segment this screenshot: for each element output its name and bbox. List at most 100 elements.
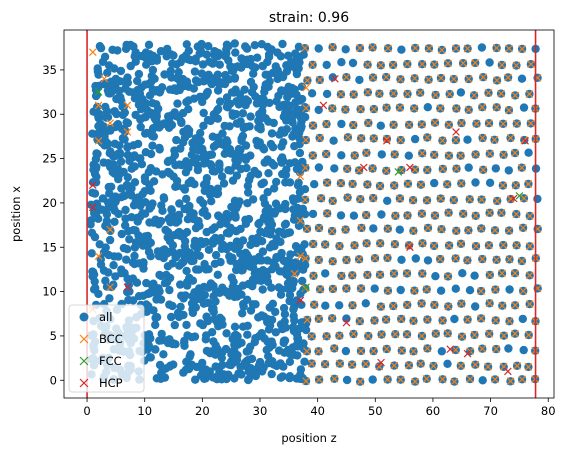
legend-marker-bcc: [79, 334, 89, 344]
all-point: [243, 321, 252, 330]
bcc-point: [465, 195, 474, 204]
all-point: [185, 352, 194, 361]
bcc-point: [369, 194, 378, 202]
all-point: [196, 128, 205, 138]
hcp-point: [463, 349, 472, 358]
all-point: [404, 151, 413, 160]
all-point: [443, 359, 452, 368]
all-point: [191, 375, 200, 384]
all-point: [291, 49, 300, 58]
all-point: [210, 314, 219, 324]
bcc-point: [470, 331, 479, 339]
all-point: [369, 224, 378, 233]
all-point: [161, 336, 171, 345]
bcc-point: [301, 196, 309, 204]
bcc-point: [437, 225, 446, 234]
all-point: [294, 194, 303, 203]
bcc-point: [390, 181, 399, 190]
bcc-point: [342, 73, 351, 82]
bcc-point: [349, 330, 358, 338]
bcc-point: [492, 255, 501, 264]
all-point: [182, 194, 191, 204]
bcc-point: [301, 44, 309, 52]
bcc-point: [459, 209, 467, 218]
hcp-point: [88, 203, 97, 212]
bcc-point: [472, 119, 481, 128]
all-point: [256, 227, 265, 236]
bcc-point: [362, 148, 371, 157]
bcc-point: [328, 43, 337, 52]
all-point: [136, 154, 145, 163]
bcc-point: [438, 375, 447, 384]
bcc-point: [410, 286, 419, 295]
all-point: [211, 341, 220, 350]
all-point: [224, 229, 234, 238]
bcc-point: [296, 216, 305, 225]
all-point: [289, 305, 298, 314]
all-point: [181, 168, 191, 177]
all-point: [94, 289, 103, 299]
bcc-point: [368, 43, 377, 52]
all-point: [212, 234, 221, 244]
all-point: [322, 60, 331, 70]
all-point: [191, 57, 200, 66]
bcc-point: [429, 362, 438, 370]
bcc-point: [94, 101, 103, 110]
bcc-point: [363, 271, 372, 279]
all-point: [411, 254, 420, 263]
bcc-point: [431, 211, 439, 220]
all-point: [193, 244, 202, 253]
bcc-point: [349, 121, 358, 129]
bcc-point: [409, 347, 418, 356]
bcc-point: [458, 332, 466, 341]
all-point: [264, 52, 274, 62]
bcc-point: [466, 375, 474, 383]
all-point: [136, 114, 146, 123]
all-point: [190, 67, 200, 76]
bcc-point: [316, 285, 324, 294]
x-tick-label: 40: [310, 404, 325, 418]
bcc-point: [396, 375, 405, 384]
bcc-point: [505, 106, 513, 115]
bcc-point: [437, 74, 445, 82]
hcp-point: [296, 296, 305, 305]
bcc-point: [423, 196, 431, 205]
all-point: [168, 259, 177, 268]
bcc-point: [422, 285, 431, 294]
all-point: [263, 314, 272, 324]
all-point: [228, 109, 237, 118]
all-point: [301, 325, 311, 335]
all-point: [106, 160, 115, 169]
all-point: [92, 149, 101, 158]
bcc-point: [418, 149, 427, 158]
all-point: [91, 164, 101, 173]
bcc-point: [485, 329, 494, 338]
bcc-point: [357, 224, 366, 232]
all-point: [139, 291, 148, 300]
all-point: [218, 283, 227, 292]
all-point: [146, 202, 156, 211]
bcc-point: [525, 212, 534, 220]
all-point: [188, 138, 197, 148]
all-point: [264, 325, 274, 334]
bcc-point: [436, 255, 444, 263]
bcc-point: [321, 240, 330, 249]
bcc-point: [478, 344, 487, 353]
all-point: [458, 269, 467, 278]
all-point: [231, 330, 241, 340]
series-fcc: [94, 88, 524, 291]
all-point: [207, 197, 216, 206]
bcc-point: [505, 44, 513, 53]
bcc-point: [457, 179, 466, 188]
all-point: [117, 265, 126, 274]
all-point: [248, 61, 257, 71]
hcp-point: [406, 243, 414, 252]
all-point: [86, 220, 95, 229]
all-point: [377, 150, 386, 159]
all-point: [224, 56, 233, 65]
bcc-point: [417, 299, 426, 308]
bcc-point: [302, 104, 310, 112]
all-point: [242, 250, 252, 259]
all-point: [194, 77, 203, 87]
all-point: [152, 295, 161, 304]
